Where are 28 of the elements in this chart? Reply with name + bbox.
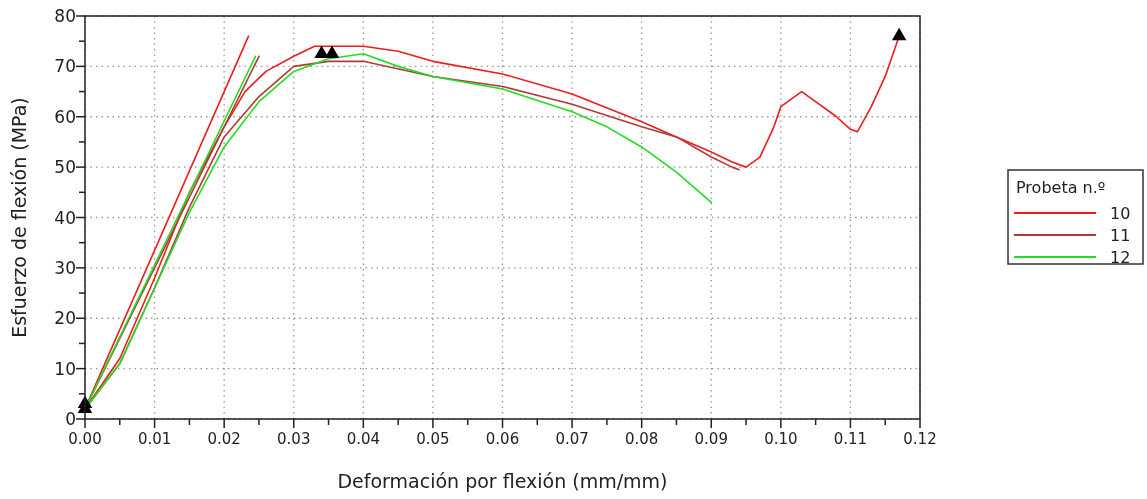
y-tick-label: 20 bbox=[54, 308, 76, 329]
x-tick-label: 0.00 bbox=[68, 430, 102, 448]
x-tick-label: 0.05 bbox=[416, 430, 450, 448]
x-tick-label: 0.02 bbox=[207, 430, 241, 448]
x-tick-label: 0.03 bbox=[277, 430, 311, 448]
y-tick-label: 10 bbox=[54, 358, 76, 379]
x-tick-label: 0.12 bbox=[903, 430, 937, 448]
x-tick-label: 0.10 bbox=[764, 430, 798, 448]
x-tick-label: 0.06 bbox=[485, 430, 520, 448]
x-tick-label: 0.08 bbox=[624, 430, 659, 448]
x-tick-label: 0.07 bbox=[555, 430, 589, 448]
y-tick-label: 70 bbox=[54, 56, 76, 77]
text: 11 bbox=[1110, 226, 1131, 245]
text: 12 bbox=[1110, 248, 1131, 267]
y-axis-title: Esfuerzo de flexión (MPa) bbox=[8, 97, 30, 338]
x-tick-label: 0.04 bbox=[346, 430, 381, 448]
x-axis-title: Deformación por flexión (mm/mm) bbox=[337, 470, 668, 492]
x-tick-label: 0.09 bbox=[694, 430, 728, 448]
y-tick-label: 80 bbox=[54, 6, 76, 26]
y-tick-label: 40 bbox=[54, 207, 76, 228]
legend-title: Probeta n.º bbox=[1016, 178, 1106, 197]
y-tick-label: 30 bbox=[54, 257, 76, 278]
y-tick-label: 60 bbox=[54, 106, 76, 127]
y-tick-label: 0 bbox=[65, 409, 76, 429]
x-tick-label: 0.11 bbox=[833, 430, 868, 448]
text: 10 bbox=[1110, 204, 1131, 223]
y-tick-label: 50 bbox=[54, 157, 76, 178]
x-tick-label: 0.01 bbox=[137, 430, 172, 448]
